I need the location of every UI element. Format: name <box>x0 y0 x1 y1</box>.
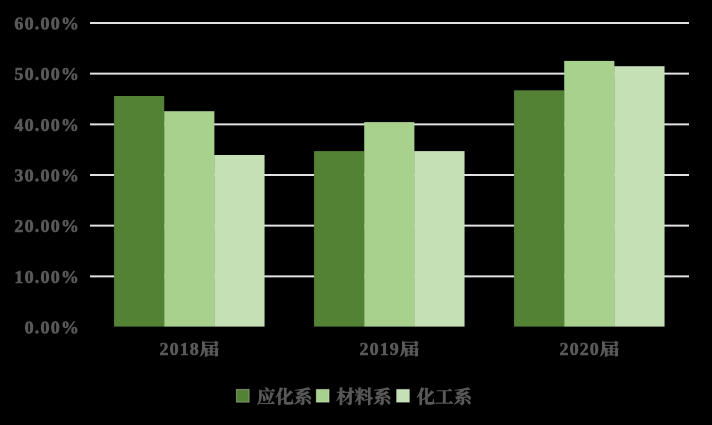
svg-text:2019: 2019 <box>360 339 400 359</box>
svg-text:50.00%: 50.00% <box>14 64 80 84</box>
svg-text:2018: 2018 <box>160 339 200 359</box>
svg-text:40.00%: 40.00% <box>14 115 80 135</box>
svg-text:20.00%: 20.00% <box>14 216 80 236</box>
svg-text:2020: 2020 <box>560 339 600 359</box>
svg-text:0.00%: 0.00% <box>25 318 81 338</box>
svg-text:30.00%: 30.00% <box>14 165 80 185</box>
svg-text:10.00%: 10.00% <box>14 267 80 287</box>
svg-text:60.00%: 60.00% <box>14 13 80 33</box>
